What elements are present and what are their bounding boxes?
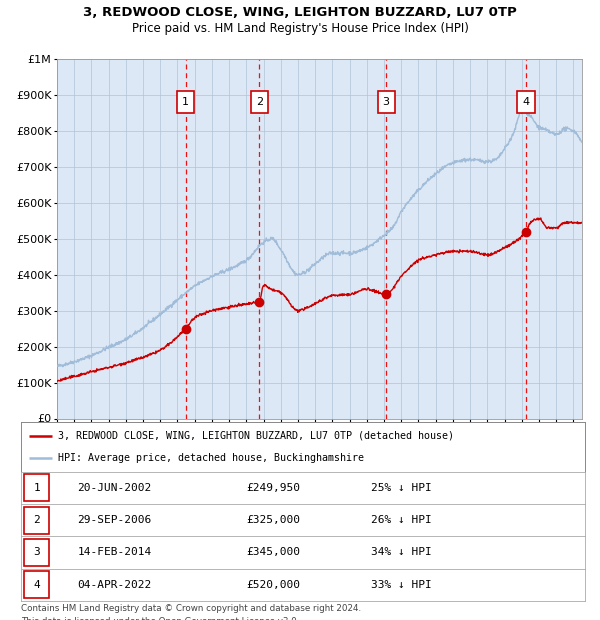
- Text: HPI: Average price, detached house, Buckinghamshire: HPI: Average price, detached house, Buck…: [58, 453, 364, 463]
- Text: 20-JUN-2002: 20-JUN-2002: [77, 483, 152, 493]
- Text: 4: 4: [523, 97, 530, 107]
- Bar: [517, 91, 535, 113]
- Text: £345,000: £345,000: [247, 547, 301, 557]
- Bar: [25, 507, 49, 534]
- Text: Price paid vs. HM Land Registry's House Price Index (HPI): Price paid vs. HM Land Registry's House …: [131, 22, 469, 35]
- Bar: [377, 91, 395, 113]
- Text: 1: 1: [182, 97, 189, 107]
- Bar: [251, 91, 268, 113]
- Text: 3: 3: [383, 97, 389, 107]
- Text: Contains HM Land Registry data © Crown copyright and database right 2024.: Contains HM Land Registry data © Crown c…: [21, 604, 361, 613]
- Text: 25% ↓ HPI: 25% ↓ HPI: [371, 483, 431, 493]
- Bar: [25, 474, 49, 502]
- Text: 2: 2: [256, 97, 263, 107]
- Text: 4: 4: [34, 580, 40, 590]
- Text: 3, REDWOOD CLOSE, WING, LEIGHTON BUZZARD, LU7 0TP: 3, REDWOOD CLOSE, WING, LEIGHTON BUZZARD…: [83, 6, 517, 19]
- Text: 04-APR-2022: 04-APR-2022: [77, 580, 152, 590]
- Text: 2: 2: [34, 515, 40, 525]
- Bar: [25, 539, 49, 566]
- Bar: [177, 91, 194, 113]
- Text: 33% ↓ HPI: 33% ↓ HPI: [371, 580, 431, 590]
- Text: 26% ↓ HPI: 26% ↓ HPI: [371, 515, 431, 525]
- Text: £249,950: £249,950: [247, 483, 301, 493]
- Text: 14-FEB-2014: 14-FEB-2014: [77, 547, 152, 557]
- Text: 1: 1: [34, 483, 40, 493]
- Text: 29-SEP-2006: 29-SEP-2006: [77, 515, 152, 525]
- Text: £520,000: £520,000: [247, 580, 301, 590]
- Text: 34% ↓ HPI: 34% ↓ HPI: [371, 547, 431, 557]
- Text: 3: 3: [34, 547, 40, 557]
- Text: 3, REDWOOD CLOSE, WING, LEIGHTON BUZZARD, LU7 0TP (detached house): 3, REDWOOD CLOSE, WING, LEIGHTON BUZZARD…: [58, 431, 454, 441]
- Text: £325,000: £325,000: [247, 515, 301, 525]
- Text: This data is licensed under the Open Government Licence v3.0.: This data is licensed under the Open Gov…: [21, 617, 299, 620]
- Bar: [25, 571, 49, 598]
